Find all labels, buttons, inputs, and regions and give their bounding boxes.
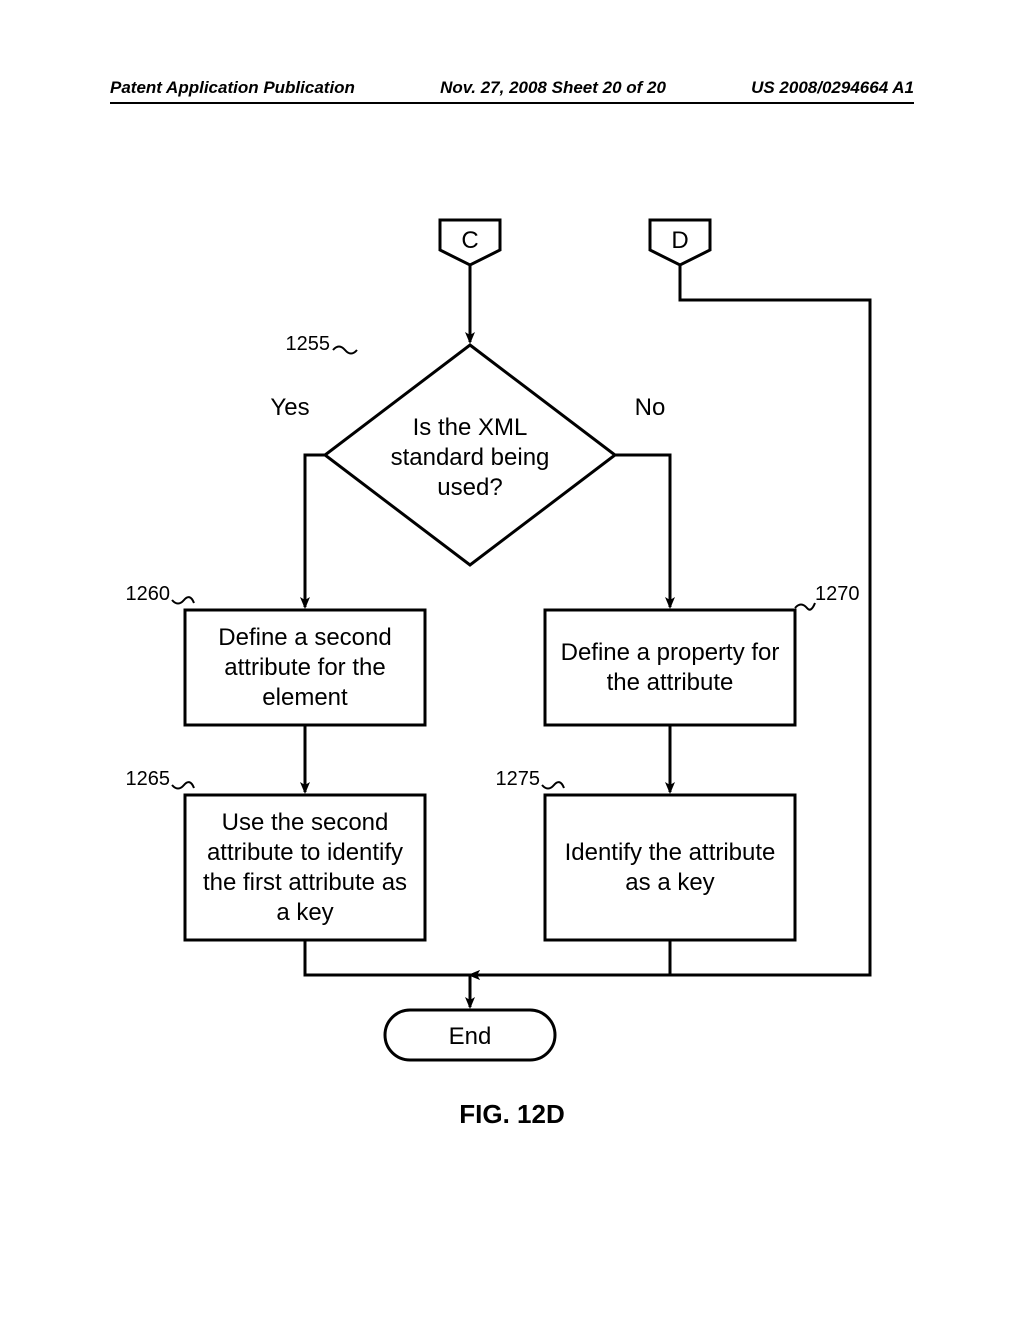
edge-1275-merge [470,940,670,975]
end-label: End [449,1023,492,1050]
header-left: Patent Application Publication [110,78,355,98]
patent-page: Patent Application Publication Nov. 27, … [0,0,1024,1320]
edge-1265-merge [305,940,470,975]
connector-c: C [440,220,500,265]
b1265-l1: Use the second [222,809,389,836]
decision-line3: used? [437,474,502,501]
decision-line1: Is the XML [413,414,528,441]
page-header: Patent Application Publication Nov. 27, … [110,78,914,98]
ref-1265: 1265 [126,768,171,790]
b1275-l2: as a key [625,869,714,896]
edge-no [615,455,670,607]
header-center: Nov. 27, 2008 Sheet 20 of 20 [440,78,666,98]
ref-1260: 1260 [126,583,171,605]
ref-1265-squiggle [172,782,194,788]
header-right: US 2008/0294664 A1 [751,78,914,98]
b1265-l4: a key [276,899,333,926]
ref-1270: 1270 [815,583,860,605]
terminator-end: End [385,1010,555,1060]
b1260-l2: attribute for the [224,654,385,681]
connector-d-label: D [671,227,688,254]
figure-label: FIG. 12D [0,1099,1024,1130]
ref-1275-squiggle [542,782,564,788]
connector-c-label: C [461,227,478,254]
b1260-l3: element [262,684,348,711]
ref-1260-squiggle [172,597,194,603]
b1260-l1: Define a second [218,624,391,651]
b1265-l2: attribute to identify [207,839,403,866]
decision-line2: standard being [391,444,550,471]
box-1260: Define a second attribute for the elemen… [185,610,425,725]
b1265-l3: the first attribute as [203,869,407,896]
b1270-l2: the attribute [607,669,734,696]
ref-1255-squiggle [333,347,357,354]
header-rule [110,102,914,104]
no-label: No [635,394,666,421]
yes-label: Yes [270,394,309,421]
box-1275: Identify the attribute as a key [545,795,795,940]
box-1265: Use the second attribute to identify the… [185,795,425,940]
ref-1275: 1275 [496,768,541,790]
ref-1255: 1255 [286,333,331,355]
ref-1270-squiggle [795,603,815,610]
flowchart-svg: C D Is the XML standard being used? 1255… [0,130,1024,1230]
decision-xml: Is the XML standard being used? [325,345,615,565]
connector-d: D [650,220,710,265]
edge-yes [305,455,325,607]
b1270-l1: Define a property for [561,639,780,666]
box-1270: Define a property for the attribute [545,610,795,725]
b1275-l1: Identify the attribute [565,839,776,866]
